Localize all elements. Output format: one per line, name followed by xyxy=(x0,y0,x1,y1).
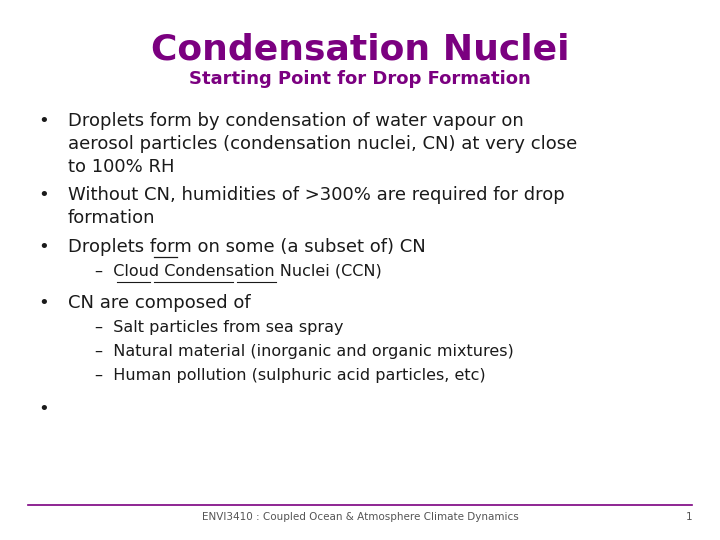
Text: •: • xyxy=(38,400,49,418)
Text: –  Human pollution (sulphuric acid particles, etc): – Human pollution (sulphuric acid partic… xyxy=(95,368,485,383)
Text: Droplets form by condensation of water vapour on
aerosol particles (condensation: Droplets form by condensation of water v… xyxy=(68,112,577,176)
Text: Condensation Nuclei: Condensation Nuclei xyxy=(150,32,570,66)
Text: Starting Point for Drop Formation: Starting Point for Drop Formation xyxy=(189,70,531,88)
Text: –  Cloud Condensation Nuclei (CCN): – Cloud Condensation Nuclei (CCN) xyxy=(95,264,382,279)
Text: ENVI3410 : Coupled Ocean & Atmosphere Climate Dynamics: ENVI3410 : Coupled Ocean & Atmosphere Cl… xyxy=(202,512,518,522)
Text: •: • xyxy=(38,238,49,256)
Text: CN are composed of: CN are composed of xyxy=(68,294,251,312)
Text: 1: 1 xyxy=(685,512,692,522)
Text: Without CN, humidities of >300% are required for drop
formation: Without CN, humidities of >300% are requ… xyxy=(68,186,564,227)
Text: –  Natural material (inorganic and organic mixtures): – Natural material (inorganic and organi… xyxy=(95,344,514,359)
Text: •: • xyxy=(38,112,49,130)
Text: –  Salt particles from sea spray: – Salt particles from sea spray xyxy=(95,320,343,335)
Text: •: • xyxy=(38,294,49,312)
Text: Droplets form on some (a subset of) CN: Droplets form on some (a subset of) CN xyxy=(68,238,426,256)
Text: •: • xyxy=(38,186,49,204)
